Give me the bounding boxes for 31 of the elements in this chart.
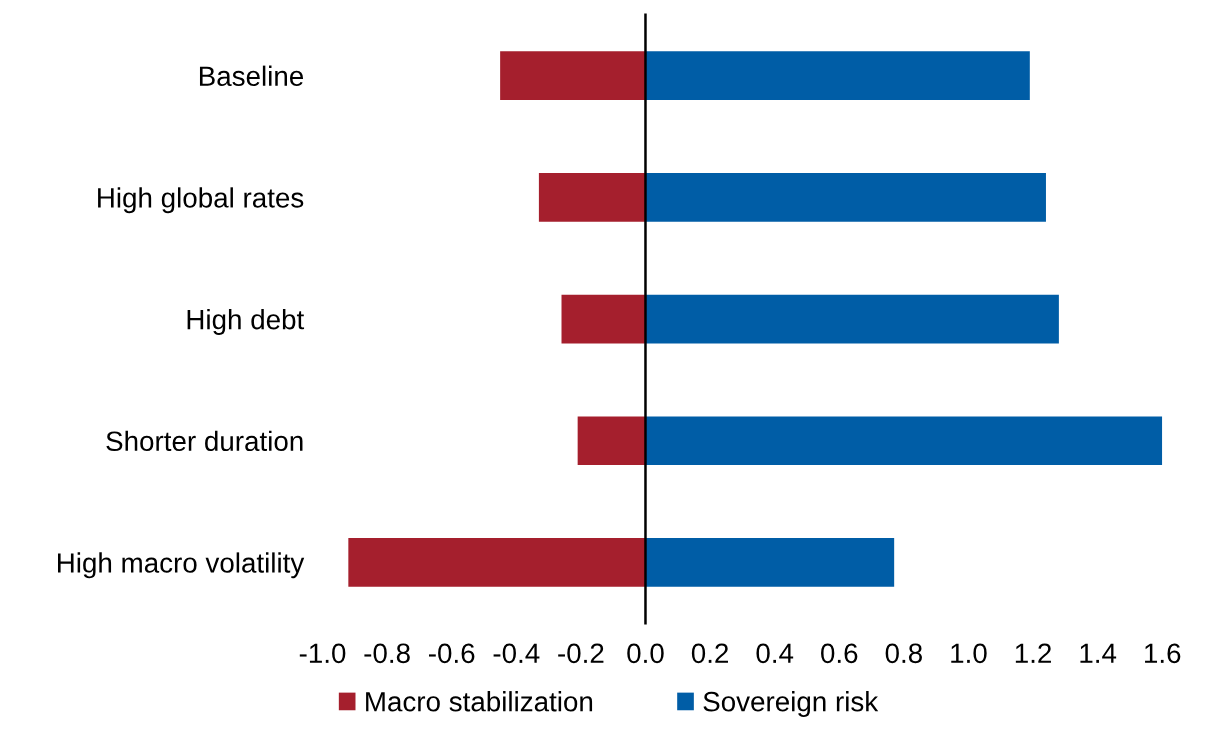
bar — [577, 416, 646, 466]
bar — [561, 294, 646, 344]
x-tick-label: 0.0 — [627, 643, 664, 664]
x-tick-label: -1.0 — [299, 643, 346, 664]
bar — [645, 294, 1059, 344]
y-tick-label: High macro volatility — [58, 552, 305, 579]
x-tick-label: 1.6 — [1145, 643, 1181, 664]
x-tick-label: -0.2 — [558, 643, 604, 664]
x-tick-label: 0.6 — [821, 643, 858, 664]
legend-label: Macro stabilization — [366, 691, 593, 712]
x-tick-label: 1.0 — [951, 643, 987, 664]
bar — [645, 416, 1163, 466]
bar — [500, 51, 646, 101]
bar — [645, 538, 895, 587]
x-tick-label: -0.8 — [364, 643, 410, 664]
bar — [645, 173, 1046, 222]
x-tick-label: 0.4 — [756, 643, 794, 664]
y-tick-label: Shorter duration — [106, 430, 303, 452]
x-tick-label: 0.8 — [885, 643, 922, 664]
bar — [645, 51, 1030, 101]
x-tick-label: 1.4 — [1080, 643, 1117, 663]
x-tick-label: -0.6 — [429, 643, 475, 664]
x-tick-label: 0.2 — [691, 643, 728, 664]
y-tick-label: Baseline — [199, 65, 304, 87]
y-tick-label: High debt — [187, 308, 305, 335]
x-tick-label: 1.2 — [1015, 643, 1051, 663]
x-tick-label: -0.4 — [493, 643, 540, 664]
bar — [348, 538, 646, 587]
bar — [538, 173, 646, 222]
y-tick-label: High global rates — [98, 187, 304, 214]
legend-label: Sovereign risk — [703, 691, 879, 717]
